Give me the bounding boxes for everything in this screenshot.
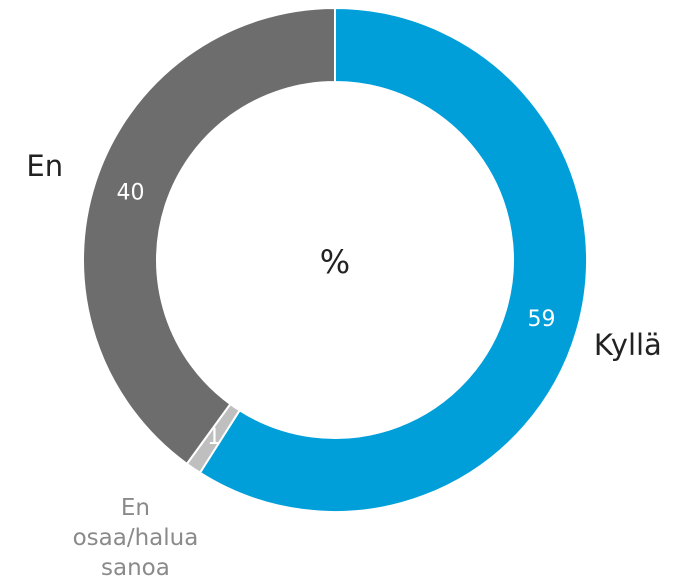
value-label: 59: [527, 307, 555, 332]
donut-segment: [198, 6, 588, 513]
donut-segment: [82, 6, 336, 466]
chart-title: %: [320, 243, 350, 281]
category-label: En osaa/halua sanoa: [72, 495, 199, 581]
category-label: En: [26, 148, 64, 183]
value-label: 40: [117, 181, 145, 206]
category-label: Kyllä: [593, 328, 662, 363]
